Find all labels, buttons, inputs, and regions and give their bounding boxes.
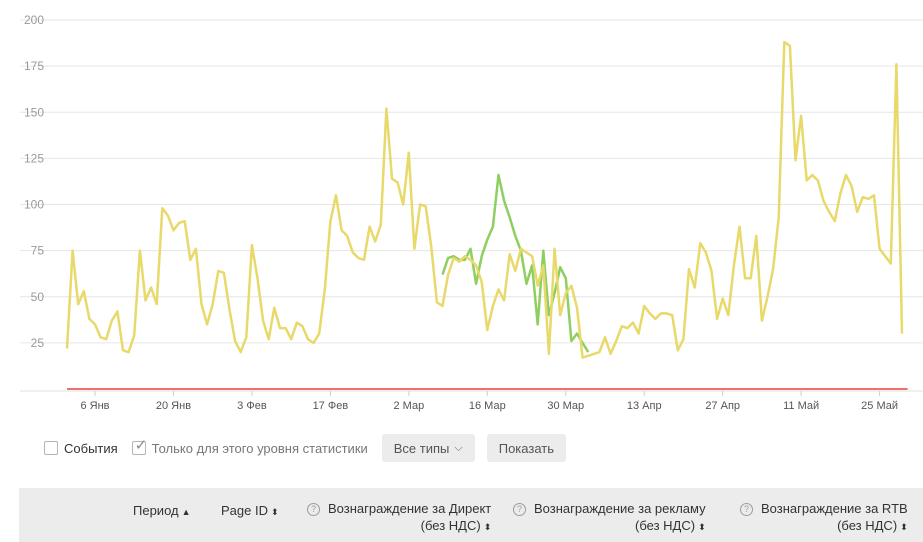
column-direct-reward[interactable]: ? Вознаграждение за Директ (без НДС) ⬍	[307, 500, 491, 536]
y-tick-label: 100	[24, 198, 44, 212]
x-tick-label: 20 Янв	[156, 400, 191, 412]
column-direct-reward-sub: (без НДС)	[420, 518, 481, 533]
question-circle-icon[interactable]: ?	[513, 503, 526, 516]
show-button-label: Показать	[498, 440, 554, 456]
x-axis-ticks: 6 Янв 20 Янв 3 Фев 17 Фев 2 Мар 16 Мар 30 Мар 1…	[80, 391, 898, 412]
sort-arrows-icon: ⬍	[900, 522, 908, 532]
series-line-0	[65, 40, 904, 359]
column-rtb-reward-label: Вознаграждение за RTB	[761, 501, 908, 516]
level-only-checkbox[interactable]: ✓ Только для этого уровня статистики	[131, 437, 368, 456]
y-tick-label: 75	[31, 244, 45, 258]
x-tick-label: 2 Мар	[393, 400, 424, 412]
x-tick-label: 11 Май	[783, 400, 819, 412]
column-ad-reward[interactable]: ? Вознаграждение за рекламу (без НДС) ⬍	[513, 500, 706, 536]
chart-grid	[20, 19, 923, 392]
x-tick-label: 25 Май	[861, 400, 898, 412]
question-circle-icon[interactable]: ?	[740, 503, 753, 516]
events-checkbox-label[interactable]: События	[64, 440, 118, 456]
column-period[interactable]: Период ▲	[133, 502, 191, 521]
chevron-down-icon: ⌵	[454, 441, 463, 454]
events-checkbox[interactable]: События	[44, 441, 118, 456]
level-only-checkbox-box[interactable]: ✓	[131, 437, 147, 455]
y-tick-label: 25	[31, 336, 45, 350]
series-line-1	[441, 173, 590, 353]
x-tick-label: 13 Апр	[627, 400, 662, 412]
types-dropdown-button[interactable]: Все типы ⌵	[381, 434, 475, 462]
sort-asc-icon: ▲	[181, 507, 191, 517]
show-button[interactable]: Показать	[486, 434, 566, 462]
column-page-id-label: Page ID	[221, 503, 268, 518]
x-tick-label: 16 Мар	[469, 400, 506, 412]
types-dropdown-label: Все типы	[393, 440, 450, 456]
sort-arrows-icon: ⬍	[698, 522, 706, 532]
column-ad-reward-sub: (без НДС)	[635, 518, 696, 533]
level-only-checkbox-label[interactable]: Только для этого уровня статистики	[151, 440, 368, 456]
x-tick-label: 27 Апр	[705, 400, 740, 412]
sort-arrows-icon: ⬍	[483, 522, 492, 532]
y-tick-label: 125	[24, 151, 44, 165]
y-tick-label: 175	[24, 59, 44, 73]
chart-series	[65, 40, 908, 390]
x-tick-label: 3 Фев	[237, 400, 267, 412]
y-axis-ticks: 25 50 75 100 125 150 175 200	[24, 13, 44, 350]
table-header: Период ▲ Page ID ⬍ ? Вознаграждение за Дире…	[19, 488, 923, 542]
column-ad-reward-label: Вознаграждение за рекламу	[534, 501, 706, 516]
events-checkbox-box[interactable]	[44, 441, 58, 455]
chart-controls: События ✓ Только для этого уровня статис…	[44, 433, 578, 463]
column-rtb-reward-sub: (без НДС)	[837, 518, 898, 533]
sort-arrows-icon: ⬍	[270, 507, 279, 517]
column-page-id[interactable]: Page ID ⬍	[221, 502, 279, 521]
y-tick-label: 50	[31, 290, 45, 304]
column-direct-reward-label: Вознаграждение за Директ	[328, 501, 492, 516]
checkmark-icon: ✓	[134, 437, 148, 454]
y-tick-label: 150	[24, 105, 44, 119]
question-circle-icon[interactable]: ?	[307, 503, 320, 516]
column-rtb-reward[interactable]: ? Вознаграждение за RTB (без НДС) ⬍	[740, 500, 908, 536]
x-tick-label: 6 Янв	[80, 400, 109, 412]
x-tick-label: 17 Фев	[313, 400, 349, 412]
line-chart: 25 50 75 100 125 150 175 200 6 Янв 20 Янв 3 Фев 17…	[20, 13, 923, 412]
column-period-label: Период	[133, 503, 179, 518]
x-tick-label: 30 Мар	[547, 400, 584, 412]
y-tick-label: 200	[24, 13, 44, 27]
